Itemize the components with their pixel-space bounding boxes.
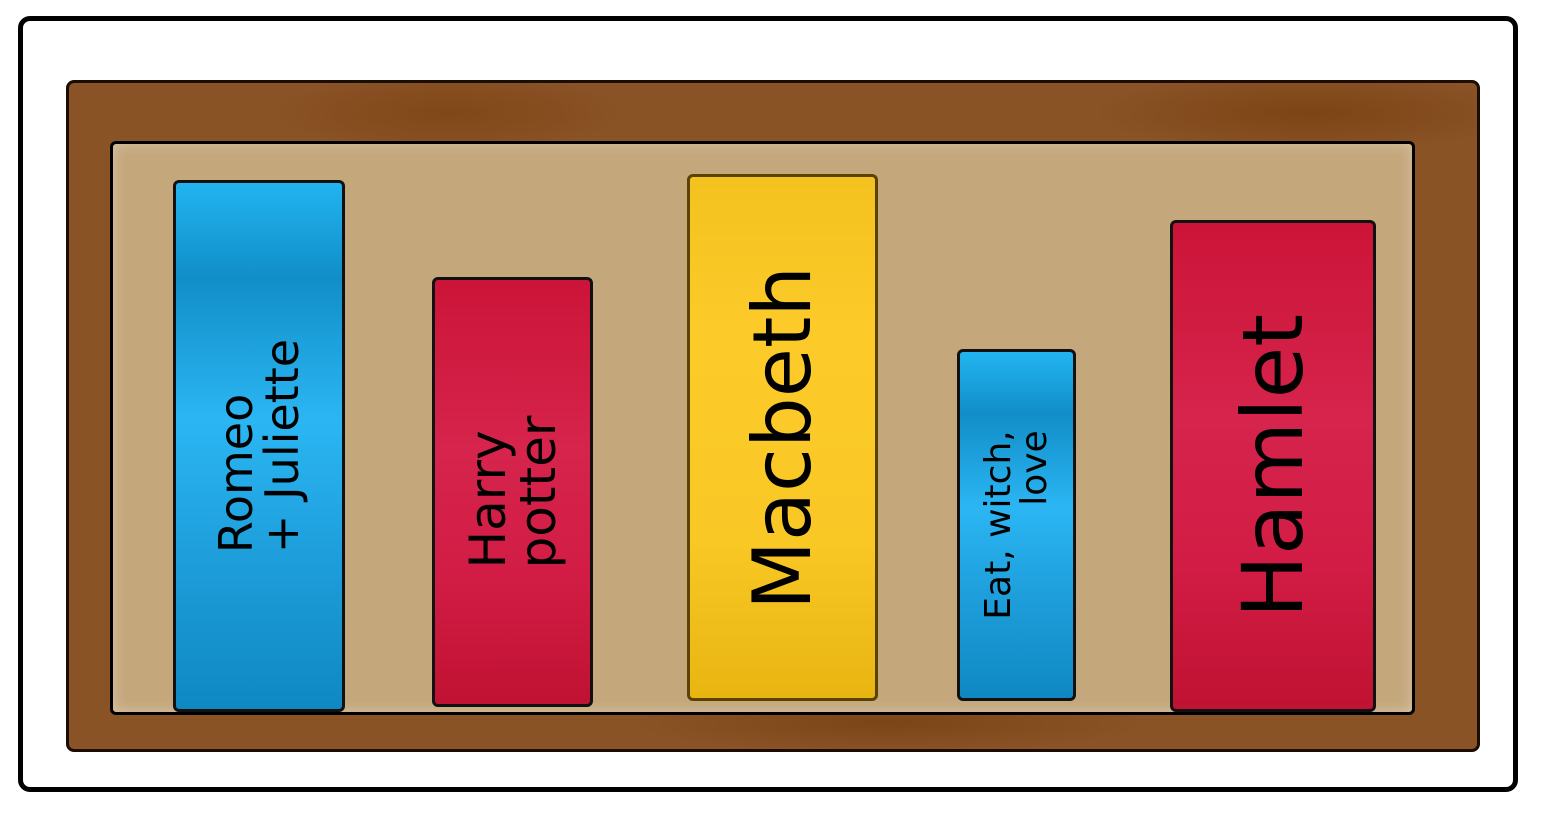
book-eat-witch-love-title: Eat, witch, love (977, 430, 1055, 620)
book-romeo-juliette-title: Romeo + Juliette (209, 338, 309, 554)
book-macbeth-title-line-1: Macbeth (735, 265, 829, 610)
book-romeo-juliette-title-line-1: Romeo (209, 393, 263, 554)
book-hamlet-title: Hamlet (1224, 313, 1322, 619)
book-harry-potter-title: Harry potter (458, 415, 567, 569)
book-harry-potter-title-line-1: Harry (458, 430, 517, 569)
book-hamlet[interactable]: Hamlet (1170, 220, 1376, 712)
book-eat-witch-love[interactable]: Eat, witch, love (957, 349, 1076, 701)
book-eat-witch-love-title-line-1: Eat, witch, (977, 430, 1019, 620)
book-macbeth-title: Macbeth (735, 265, 829, 610)
book-harry-potter[interactable]: Harry potter (432, 277, 593, 707)
book-hamlet-title-line-1: Hamlet (1224, 313, 1322, 619)
book-eat-witch-love-title-line-2: love (1013, 430, 1055, 506)
book-macbeth[interactable]: Macbeth (687, 174, 878, 701)
book-romeo-juliette[interactable]: Romeo + Juliette (173, 180, 345, 712)
book-harry-potter-title-line-2: potter (508, 415, 567, 569)
book-romeo-juliette-title-line-2: + Juliette (255, 338, 309, 554)
